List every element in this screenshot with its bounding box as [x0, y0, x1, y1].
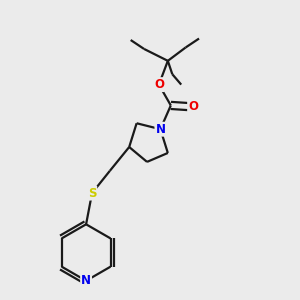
Text: O: O	[154, 78, 164, 91]
Text: O: O	[188, 100, 198, 113]
Text: S: S	[88, 187, 96, 200]
Text: N: N	[81, 274, 91, 287]
Text: N: N	[155, 123, 165, 136]
